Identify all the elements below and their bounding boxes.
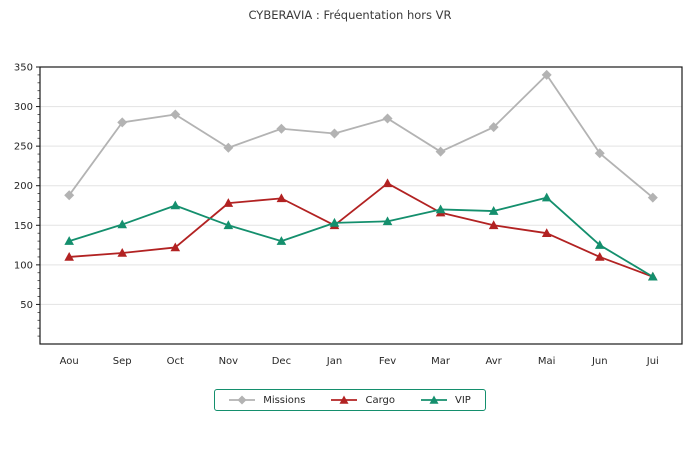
x-tick-label-nov: Nov: [219, 356, 239, 367]
marker-vip-dec: [276, 236, 287, 245]
marker-missions-jan: [329, 128, 340, 139]
series-line-vip: [68, 196, 654, 278]
marker-vip-sep: [117, 219, 128, 229]
y-tick-label-250: 250: [14, 142, 33, 153]
marker-vip-aou: [64, 236, 74, 245]
x-tick-label-fev: Fev: [379, 356, 396, 367]
marker-vip-jan: [329, 217, 340, 227]
plot-frame: [39, 66, 683, 345]
marker-vip-jun: [594, 240, 605, 249]
marker-missions-avr: [488, 122, 499, 133]
x-tick-label-avr: Avr: [485, 356, 502, 367]
marker-missions-sep: [117, 117, 128, 128]
marker-cargo-dec: [276, 193, 287, 203]
marker-cargo-fev: [382, 178, 393, 188]
marker-vip-avr: [488, 206, 499, 215]
marker-vip-oct: [170, 200, 181, 210]
chart-title: CYBERAVIA : Fréquentation hors VR: [248, 8, 452, 22]
marker-missions-dec: [276, 123, 287, 134]
marker-cargo-nov: [223, 198, 234, 207]
marker-vip-mar: [435, 204, 446, 214]
x-tick-label-jan: Jan: [326, 356, 342, 367]
marker-missions-fev: [382, 113, 393, 124]
marker-cargo-avr: [488, 220, 499, 230]
y-tick-label-100: 100: [14, 260, 33, 271]
y-tick-label-300: 300: [14, 102, 33, 113]
marker-missions-jun: [594, 148, 605, 159]
marker-missions-oct: [170, 109, 181, 120]
marker-missions-jui: [647, 192, 658, 203]
y-tick-label-50: 50: [20, 300, 33, 311]
x-tick-label-mai: Mai: [538, 356, 556, 367]
marker-vip-fev: [382, 216, 393, 226]
marker-cargo-sep: [117, 247, 128, 257]
x-tick-label-aou: Aou: [60, 356, 79, 367]
marker-cargo-mai: [541, 228, 552, 237]
marker-vip-nov: [223, 220, 234, 230]
marker-missions-aou: [64, 190, 75, 201]
x-tick-label-oct: Oct: [167, 356, 184, 367]
x-tick-label-jun: Jun: [591, 356, 608, 367]
marker-cargo-oct: [170, 242, 181, 252]
y-tick-label-150: 150: [14, 221, 33, 232]
marker-cargo-jun: [594, 251, 605, 261]
series-line-cargo: [69, 182, 654, 278]
marker-cargo-aou: [64, 251, 74, 261]
marker-vip-jui: [648, 271, 658, 281]
x-tick-label-jui: Jui: [646, 356, 659, 367]
x-tick-label-dec: Dec: [272, 356, 291, 367]
y-tick-label-350: 350: [14, 63, 33, 74]
marker-missions-mai: [541, 69, 552, 80]
marker-vip-mai: [541, 192, 552, 202]
series-line-missions: [68, 74, 654, 199]
x-tick-label-sep: Sep: [113, 356, 132, 367]
y-tick-label-200: 200: [14, 181, 33, 192]
x-tick-label-mar: Mar: [431, 356, 451, 367]
marker-missions-nov: [223, 142, 234, 153]
marker-missions-mar: [435, 146, 446, 157]
